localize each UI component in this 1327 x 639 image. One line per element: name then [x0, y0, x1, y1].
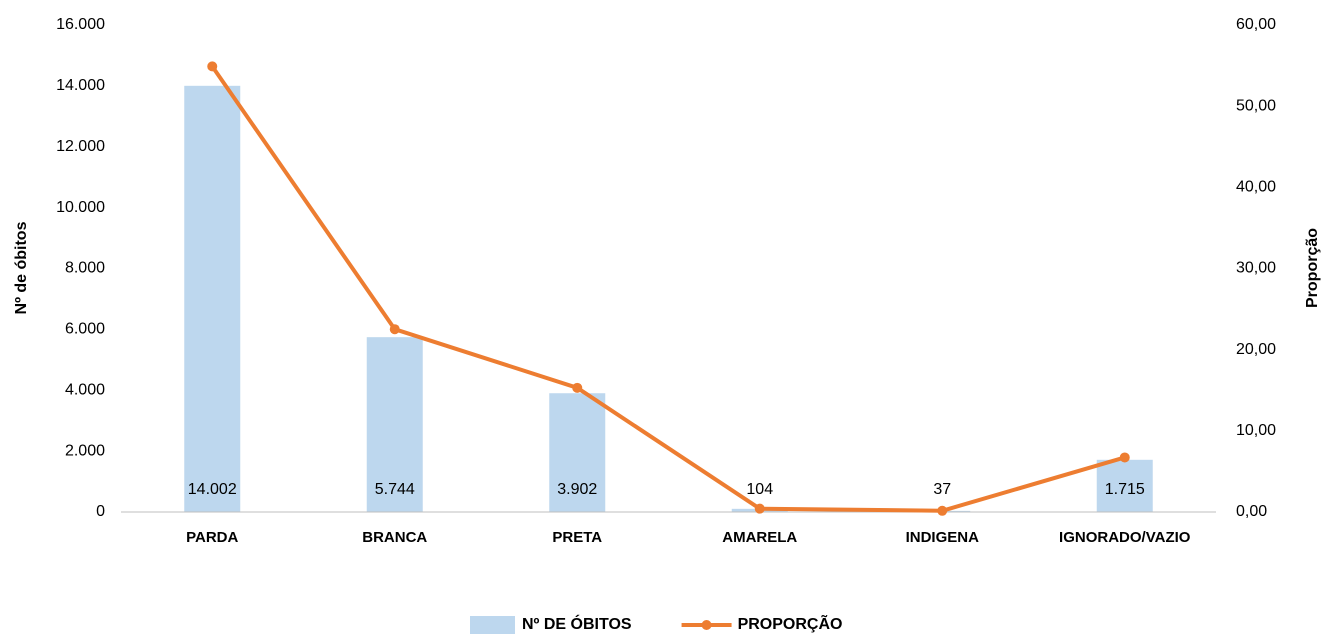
y2-tick-label: 60,00 [1236, 16, 1276, 33]
y-tick-label: 14.000 [56, 77, 105, 94]
y-tick-label: 2.000 [65, 442, 105, 459]
line-marker [937, 505, 948, 516]
data-label: 104 [746, 481, 773, 498]
x-tick-label: PARDA [186, 529, 238, 546]
bar [184, 85, 241, 513]
x-tick-label: BRANCA [362, 529, 427, 546]
x-tick-label: INDIGENA [906, 529, 980, 546]
bar [549, 393, 606, 512]
data-label: 37 [933, 481, 951, 498]
line-marker [572, 382, 583, 393]
legend-swatch [470, 616, 515, 634]
legend-label: PROPORÇÃO [738, 613, 843, 633]
y2-tick-label: 0,00 [1236, 503, 1267, 520]
line-marker [389, 324, 400, 335]
y-tick-label: 6.000 [65, 321, 105, 338]
bar [1096, 459, 1153, 512]
y2-axis-title: Proporção [1304, 228, 1321, 308]
y-tick-label: 12.000 [56, 138, 105, 155]
y-tick-label: 8.000 [65, 260, 105, 277]
y2-tick-label: 20,00 [1236, 341, 1276, 358]
x-tick-label: PRETA [552, 529, 602, 546]
y-tick-label: 16.000 [56, 16, 105, 33]
data-label: 5.744 [375, 481, 415, 498]
x-tick-label: AMARELA [722, 529, 797, 546]
y-tick-label: 10.000 [56, 199, 105, 216]
y-axis-title: Nº de óbitos [13, 221, 30, 314]
data-label: 14.002 [188, 481, 237, 498]
line [210, 65, 1126, 513]
bar [366, 337, 423, 512]
data-label: 3.902 [557, 481, 597, 498]
y-tick-label: 4.000 [65, 381, 105, 398]
line-marker [207, 61, 218, 72]
x-tick-label: IGNORADO/VAZIO [1059, 529, 1191, 546]
y-tick-label: 0 [96, 503, 105, 520]
line-marker [754, 503, 765, 514]
y2-tick-label: 10,00 [1236, 422, 1276, 439]
line-marker [1119, 452, 1130, 463]
legend-swatch [701, 620, 712, 630]
data-label: 1.715 [1105, 481, 1145, 498]
y2-tick-label: 50,00 [1236, 97, 1276, 114]
legend-label: Nº DE ÓBITOS [522, 614, 632, 633]
y2-tick-label: 40,00 [1236, 179, 1276, 196]
y2-tick-label: 30,00 [1236, 260, 1276, 277]
